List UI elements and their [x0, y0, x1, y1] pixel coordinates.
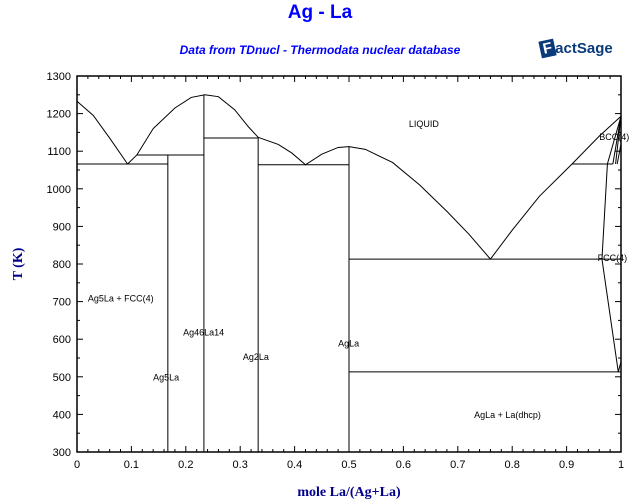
phase-boundary	[617, 361, 622, 373]
phase-boundary	[127, 94, 259, 165]
x-tick-label: 0.4	[287, 459, 302, 471]
phase-label: LIQUID	[409, 119, 440, 129]
y-axis-label: T (K)	[11, 247, 26, 280]
x-tick-label: 0.3	[233, 459, 248, 471]
y-tick-label: 600	[53, 334, 71, 346]
x-tick-label: 0.7	[450, 459, 465, 471]
phase-label: Ag5La + FCC(4)	[88, 294, 154, 304]
y-tick-label: 1000	[47, 184, 71, 196]
phase-boundary	[76, 100, 129, 165]
x-tick-label: 0.1	[124, 459, 139, 471]
y-tick-label: 1200	[47, 109, 71, 121]
x-tick-label: 0.8	[505, 459, 520, 471]
phase-label: FCC(4)	[598, 253, 628, 263]
y-tick-label: 800	[53, 259, 71, 271]
x-tick-label: 0.2	[178, 459, 193, 471]
y-tick-label: 700	[53, 297, 71, 309]
x-axis-label: mole La/(Ag+La)	[297, 485, 401, 500]
phase-boundary	[601, 116, 622, 372]
phase-boundary	[616, 143, 622, 165]
chart-title: Ag - La	[287, 2, 353, 23]
phase-label: AgLa + La(dhcp)	[474, 410, 541, 420]
x-tick-label: 0.6	[396, 459, 411, 471]
phase-label: Ag5La	[153, 373, 179, 383]
y-tick-label: 1300	[47, 71, 71, 83]
phase-label: BCC(4)	[599, 132, 629, 142]
phase-boundary	[615, 116, 622, 165]
chart-subtitle: Data from TDnucl - Thermodata nuclear da…	[179, 43, 461, 57]
x-tick-label: 1	[618, 459, 624, 471]
x-tick-label: 0.5	[341, 459, 356, 471]
phase-boundary	[257, 136, 491, 260]
phase-label: Ag46La14	[183, 327, 224, 337]
x-tick-label: 0.9	[559, 459, 574, 471]
y-tick-label: 400	[53, 409, 71, 421]
phase-label: AgLa	[338, 339, 359, 349]
phase-label: Ag2La	[243, 352, 269, 362]
y-tick-label: 1100	[47, 146, 71, 158]
phase-boundary	[490, 115, 622, 260]
y-tick-label: 900	[53, 221, 71, 233]
x-tick-label: 0	[74, 459, 80, 471]
y-tick-label: 500	[53, 372, 71, 384]
y-tick-label: 300	[53, 447, 71, 459]
factsage-logo: FactSage	[538, 38, 613, 59]
